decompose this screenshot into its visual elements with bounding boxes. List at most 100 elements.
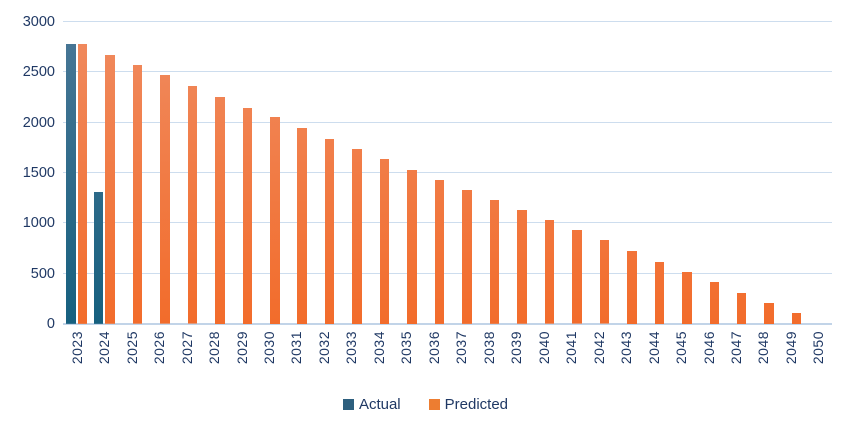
- legend-label-actual: Actual: [358, 395, 401, 413]
- bar-group-2031: [283, 22, 310, 324]
- bar-group-2048: [750, 22, 777, 324]
- bar-group-2050: [805, 22, 832, 324]
- x-axis-label: 2024: [96, 331, 113, 365]
- predicted-bar-2045: [682, 271, 692, 324]
- bar-group-2043: [612, 22, 639, 324]
- bar-group-2023: [63, 22, 90, 324]
- x-axis-label: 2040: [535, 331, 552, 365]
- x-axis-label: 2036: [425, 331, 442, 365]
- x-axis-label: 2043: [618, 331, 635, 365]
- bar-group-2026: [145, 22, 172, 324]
- legend-swatch-actual: [342, 398, 354, 410]
- bar-group-2030: [255, 22, 282, 324]
- y-axis-label: 2500: [22, 64, 55, 81]
- predicted-bar-2032: [324, 138, 335, 324]
- predicted-bar-2025: [132, 65, 143, 324]
- bar-group-2041: [557, 22, 584, 324]
- bar-group-2036: [420, 22, 447, 324]
- bar-group-2037: [448, 22, 475, 324]
- bar-group-2042: [585, 22, 612, 324]
- predicted-bar-2029: [242, 107, 253, 324]
- predicted-bar-2036: [434, 180, 445, 324]
- predicted-bar-2038: [489, 200, 500, 324]
- x-axis-label: 2046: [700, 331, 717, 365]
- predicted-bar-2026: [160, 75, 170, 324]
- x-axis-label: 2030: [261, 331, 278, 365]
- x-axis-label: 2033: [343, 331, 360, 365]
- x-axis-label: 2035: [398, 331, 415, 365]
- x-axis-label: 2034: [370, 331, 387, 365]
- bar-group-2034: [365, 22, 392, 324]
- predicted-bar-2030: [270, 116, 280, 324]
- x-axis-label: 2049: [782, 331, 799, 365]
- predicted-bar-2048: [764, 302, 774, 324]
- y-axis-label: 500: [30, 265, 55, 282]
- predicted-bar-2034: [379, 158, 390, 324]
- legend: Actual Predicted: [0, 394, 851, 414]
- gridline: [63, 172, 832, 173]
- gridline: [63, 121, 832, 123]
- x-axis-label: 2047: [727, 331, 744, 365]
- predicted-bar-2023: [77, 44, 88, 324]
- predicted-bar-2039: [517, 210, 527, 324]
- predicted-bar-2046: [709, 281, 720, 324]
- bar-group-2032: [310, 22, 337, 324]
- x-axis-label: 2037: [453, 331, 470, 365]
- x-axis-label: 2042: [590, 331, 607, 365]
- x-axis-label: 2029: [233, 331, 250, 365]
- bar-group-2038: [475, 22, 502, 324]
- bar-group-2044: [640, 22, 667, 324]
- x-axis-label: 2048: [755, 331, 772, 365]
- predicted-bar-2040: [544, 220, 555, 324]
- x-axis-label: 2041: [563, 331, 580, 365]
- predicted-bar-2033: [352, 148, 362, 324]
- predicted-bar-2043: [627, 250, 637, 324]
- gridline: [63, 222, 832, 224]
- y-axis-label: 0: [46, 316, 55, 332]
- bar-group-2024: [90, 22, 117, 324]
- predicted-bar-2028: [215, 96, 225, 324]
- bars-layer: [63, 22, 832, 324]
- bar-group-2035: [393, 22, 420, 324]
- predicted-bar-2042: [599, 240, 610, 324]
- x-axis-label: 2027: [178, 331, 195, 365]
- bar-group-2039: [503, 22, 530, 324]
- legend-swatch-predicted: [428, 398, 440, 410]
- bar-group-2046: [695, 22, 722, 324]
- legend-label-predicted: Predicted: [444, 395, 509, 413]
- bar-group-2025: [118, 22, 145, 324]
- actual-bar-2024: [93, 192, 104, 324]
- bar-group-2049: [777, 22, 804, 324]
- x-axis-label: 2032: [315, 331, 332, 365]
- x-axis: 2023 2024 2025 2026 2027 2028 2029 2030 2031 2032…: [63, 331, 832, 391]
- predicted-bar-2041: [572, 230, 582, 324]
- bar-group-2040: [530, 22, 557, 324]
- x-axis-label: 2028: [206, 331, 223, 365]
- x-axis-label: 2038: [480, 331, 497, 365]
- y-axis: 0 500 1000 1500 2000 2500 3000: [0, 14, 55, 332]
- x-axis-label: 2039: [508, 331, 525, 365]
- x-axis-label: 2045: [673, 331, 690, 365]
- y-axis-label: 1500: [22, 165, 55, 181]
- gridline: [63, 71, 832, 73]
- x-axis-label: 2044: [645, 331, 662, 365]
- legend-item-actual: Actual: [342, 395, 401, 413]
- gridline: [63, 272, 832, 274]
- bar-group-2028: [200, 22, 227, 324]
- predicted-bar-2044: [654, 261, 665, 324]
- legend-item-predicted: Predicted: [428, 395, 509, 413]
- plot-area: [63, 21, 832, 325]
- bar-group-2033: [338, 22, 365, 324]
- x-axis-label: 2031: [288, 331, 305, 365]
- y-axis-label: 3000: [22, 14, 55, 30]
- x-axis-label: 2023: [68, 331, 85, 365]
- bar-group-2045: [667, 22, 694, 324]
- predicted-bar-2024: [105, 55, 115, 324]
- bar-group-2029: [228, 22, 255, 324]
- x-axis-label: 2050: [810, 331, 827, 365]
- actual-bar-2023: [66, 44, 76, 324]
- predicted-bar-2035: [407, 169, 417, 324]
- gridline: [63, 21, 832, 22]
- predicted-bar-2031: [297, 127, 307, 324]
